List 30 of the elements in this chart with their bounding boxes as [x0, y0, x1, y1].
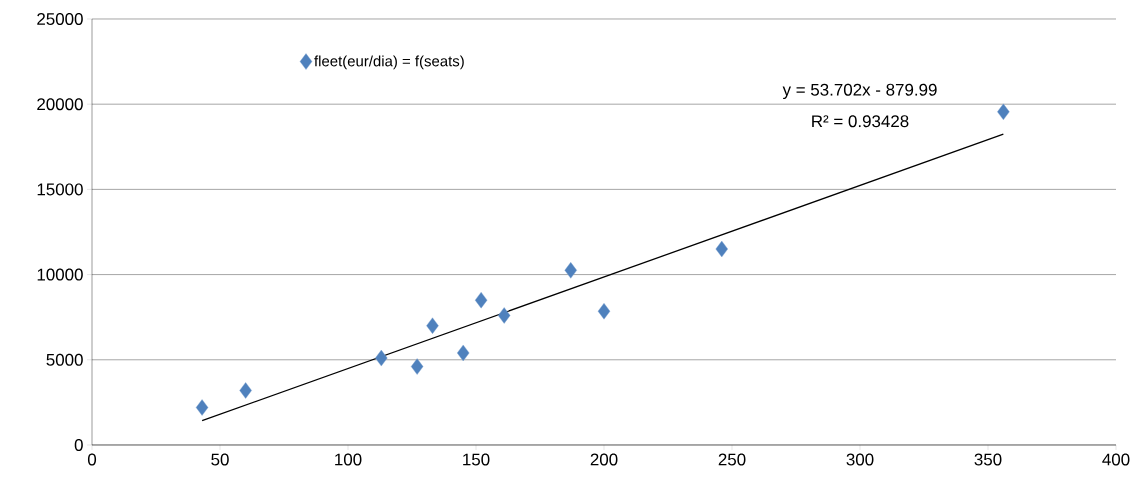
point: [375, 349, 388, 367]
y-tick-label: 20000: [37, 98, 83, 111]
point: [597, 303, 611, 320]
point: [410, 358, 424, 375]
point: [474, 291, 488, 309]
point: [195, 399, 209, 416]
x-tick-label: 50: [211, 453, 229, 466]
x-tick-label: 200: [590, 453, 618, 466]
y-tick-label: 15000: [37, 183, 83, 196]
point: [715, 240, 728, 258]
x-tick-label: 350: [974, 453, 1002, 466]
annotation: y = 53.702x - 879.99: [782, 83, 937, 100]
x-tick-label: 0: [87, 453, 97, 466]
y-tick-label: 25000: [37, 12, 83, 25]
legend-label: fleet(eur/dia) = f(seats): [314, 55, 464, 70]
y-tick-label: 10000: [37, 268, 83, 281]
point: [426, 317, 439, 334]
point: [497, 307, 511, 324]
point: [997, 103, 1010, 121]
x-tick-label: 100: [335, 453, 362, 466]
point: [457, 344, 470, 362]
annotation: R² = 0.93428: [812, 115, 909, 128]
x-tick-label: 300: [846, 453, 874, 466]
x-tick-label: 150: [463, 453, 490, 466]
y-tick-label: 0: [74, 438, 83, 451]
point: [239, 382, 252, 399]
x-tick-label: 250: [718, 453, 746, 466]
y-tick-label: 5000: [46, 353, 83, 366]
x-tick-label: 400: [1102, 453, 1130, 466]
point: [564, 262, 577, 279]
